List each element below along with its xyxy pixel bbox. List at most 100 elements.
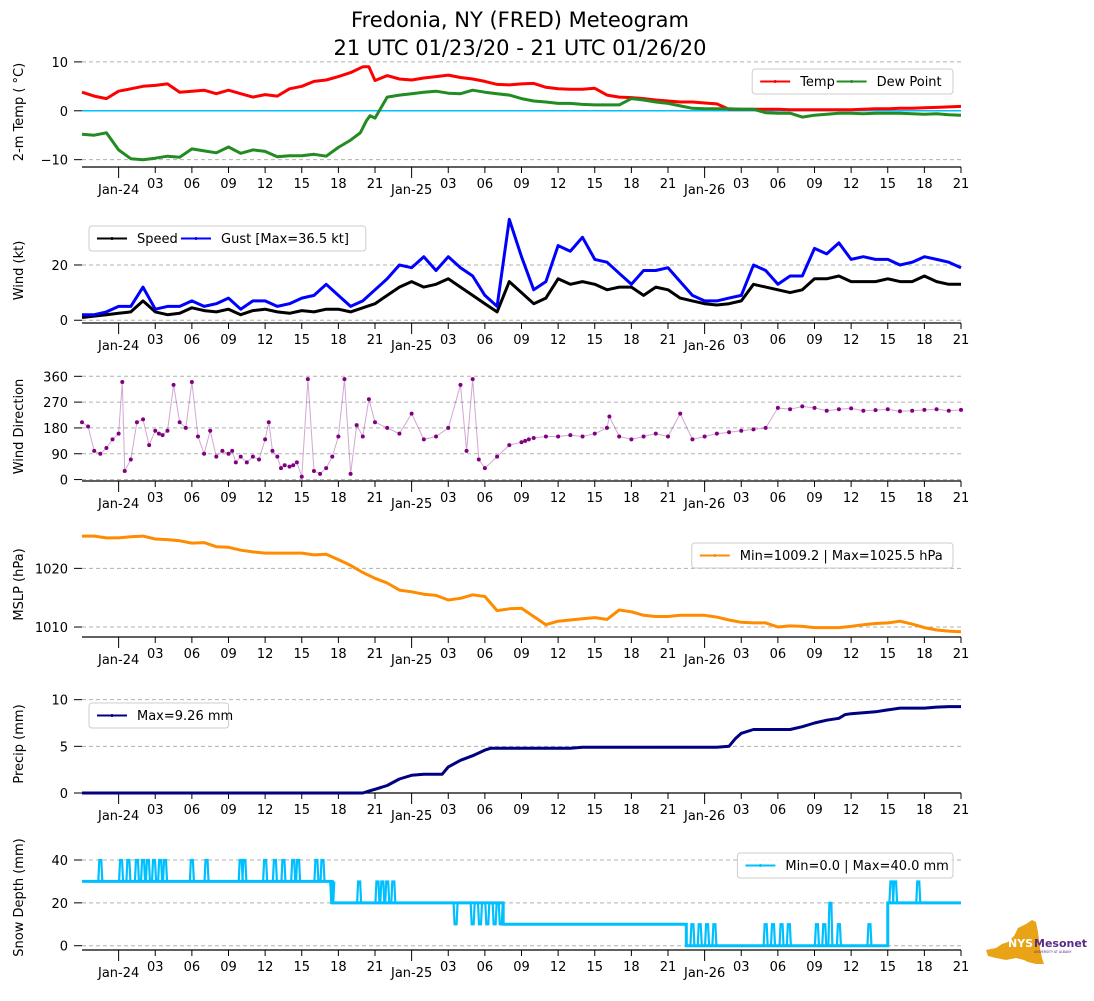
x-tick-label: 09 [220,803,237,818]
series-direction-point [250,454,255,459]
series-direction-point [531,435,536,440]
x-day-label: Jan-25 [390,653,432,668]
nys-mesonet-logo: NYS Mesonet UNIVERSITY AT ALBANY [986,920,1087,964]
series-direction-point [446,425,451,430]
series-min-0-0-max-40-0-mm-spike [117,858,125,882]
series-temp-line [81,65,962,112]
series-direction-point [177,420,182,425]
legend-label: Min=1009.2 | Max=1025.5 hPa [740,549,943,564]
x-tick-label: 18 [623,177,640,192]
x-tick-label: 06 [770,333,787,348]
x-tick-label: 15 [879,177,896,192]
x-tick-label: 03 [147,803,164,818]
series-direction-point [80,420,84,425]
series-direction-point [214,454,219,459]
legend-box [88,702,230,729]
x-tick-label: 12 [550,333,567,348]
series-min-0-0-max-40-0-mm-spike [821,923,828,946]
series-min-0-0-max-40-0-mm-spike [313,858,320,882]
series-direction-point [592,431,597,436]
series-direction-point [189,380,194,385]
x-tick-label: 12 [257,177,274,192]
legend-marker [110,237,114,240]
x-tick-label: 21 [953,960,970,975]
series-min-0-0-max-40-0-mm-spike [241,858,248,882]
series-direction-point [885,407,890,412]
x-tick-label: 03 [440,803,457,818]
x-tick-label: 06 [477,960,494,975]
series-direction-point [666,434,670,439]
x-tick-label: 12 [843,491,860,506]
x-tick-label: 21 [367,177,384,192]
legend-marker [110,714,114,717]
x-tick-label: 03 [440,333,457,348]
y-tick-label: 0 [60,787,68,802]
x-tick-label: 12 [550,177,567,192]
x-tick-label: 09 [220,960,237,975]
series-direction-point [282,463,287,468]
series-min-0-0-max-40-0-mm-spike [125,858,132,882]
x-tick-label: 06 [184,803,201,818]
x-tick-label: 18 [916,177,933,192]
series-min-0-0-max-40-0-mm-spike [835,923,843,946]
x-day-label: Jan-25 [390,809,432,824]
x-day-label: Jan-24 [97,653,139,668]
x-tick-label: 03 [147,491,164,506]
y-tick-label: 90 [51,448,68,463]
series-direction-point [751,427,756,432]
x-day-label: Jan-24 [97,966,139,981]
series-min-0-0-max-40-0-mm-spike [390,880,397,903]
series-min-0-0-max-40-0-mm-spike [491,902,498,926]
x-tick-label: 03 [733,333,750,348]
series-direction-point [434,434,439,439]
x-tick-label: 03 [147,647,164,662]
y-tick-label: 0 [60,105,68,120]
chart-title-line2: 21 UTC 01/23/20 - 21 UTC 01/26/20 [333,36,707,60]
series-min-0-0-max-40-0-mm-spike [813,923,821,946]
x-day-label: Jan-26 [683,653,725,668]
x-tick-label: 09 [220,491,237,506]
y-tick-label: −10 [41,154,68,169]
x-day-label: Jan-24 [97,339,139,354]
x-tick-label: 21 [367,647,384,662]
x-tick-label: 03 [733,960,750,975]
x-tick-label: 06 [184,960,201,975]
series-direction-point [568,433,573,438]
series-direction-point [556,434,561,439]
y-axis-label: Precip (mm) [12,704,27,783]
series-min-0-0-max-40-0-mm-spike [150,858,158,882]
series-min-0-0-max-40-0-mm-spike [703,923,711,946]
x-tick-label: 06 [770,803,787,818]
x-tick-label: 03 [440,647,457,662]
series-direction-point [208,428,213,433]
panel-wind: 20 0 Wind (kt) 03 06 09 12 15 18 21 03 06 09 12 15 18 21… [12,217,969,354]
x-tick-label: 21 [660,491,677,506]
legend-label: Speed [137,232,178,247]
series-direction-point [763,425,768,430]
series-direction-point [824,408,829,413]
series-direction-point [409,411,414,416]
legend-marker [758,864,762,867]
y-tick-label: 20 [51,259,68,274]
series-direction-point [92,448,97,453]
panel-precip: 10 5 0 Precip (mm) 03 06 09 12 15 18 21 03 06 09 12 15 1… [12,694,969,824]
x-tick-label: 18 [916,960,933,975]
series-min-0-0-max-40-0-mm-spike [294,858,302,882]
x-tick-label: 21 [953,803,970,818]
series-min-0-0-max-40-0-mm-spike [97,858,104,882]
series-direction-point [607,414,612,419]
series-direction-point [523,438,528,443]
x-tick-label: 15 [293,647,310,662]
x-tick-label: 06 [184,177,201,192]
legend-marker [194,237,198,240]
series-direction-point [160,433,165,438]
series-direction-point [458,382,463,387]
series-direction-point [366,397,371,402]
y-tick-label: 1020 [35,562,68,577]
series-gust-max-36-5-kt-line [82,217,962,317]
legend-marker [850,80,854,83]
x-tick-label: 03 [147,177,164,192]
ny-state-shape-icon [986,920,1044,964]
legend-box [691,542,954,569]
y-tick-label: 20 [51,897,68,912]
